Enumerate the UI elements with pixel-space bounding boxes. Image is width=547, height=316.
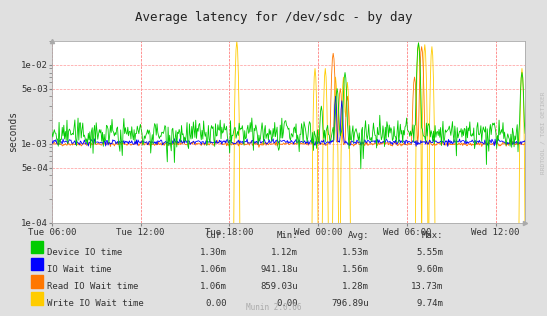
Text: 1.56m: 1.56m bbox=[342, 265, 369, 274]
Text: 1.12m: 1.12m bbox=[271, 248, 298, 257]
Text: 13.73m: 13.73m bbox=[411, 282, 443, 291]
Text: 9.60m: 9.60m bbox=[416, 265, 443, 274]
Text: Write IO Wait time: Write IO Wait time bbox=[47, 299, 144, 308]
Text: 796.89u: 796.89u bbox=[331, 299, 369, 308]
Text: 9.74m: 9.74m bbox=[416, 299, 443, 308]
Text: Average latency for /dev/sdc - by day: Average latency for /dev/sdc - by day bbox=[135, 11, 412, 24]
Text: Read IO Wait time: Read IO Wait time bbox=[47, 282, 138, 291]
Text: Device IO time: Device IO time bbox=[47, 248, 123, 257]
Text: 859.03u: 859.03u bbox=[260, 282, 298, 291]
Text: 1.06m: 1.06m bbox=[200, 282, 227, 291]
Text: Max:: Max: bbox=[422, 231, 443, 240]
Text: RRDTOOL / TOBI OETIKER: RRDTOOL / TOBI OETIKER bbox=[541, 91, 546, 174]
Text: 1.53m: 1.53m bbox=[342, 248, 369, 257]
Text: Munin 2.0.66: Munin 2.0.66 bbox=[246, 303, 301, 312]
Text: Avg:: Avg: bbox=[348, 231, 369, 240]
Text: Cur:: Cur: bbox=[206, 231, 227, 240]
Text: 0.00: 0.00 bbox=[277, 299, 298, 308]
Text: IO Wait time: IO Wait time bbox=[47, 265, 112, 274]
Text: Min:: Min: bbox=[277, 231, 298, 240]
Text: 1.28m: 1.28m bbox=[342, 282, 369, 291]
Text: 5.55m: 5.55m bbox=[416, 248, 443, 257]
Text: 0.00: 0.00 bbox=[206, 299, 227, 308]
Text: 1.30m: 1.30m bbox=[200, 248, 227, 257]
Text: 941.18u: 941.18u bbox=[260, 265, 298, 274]
Y-axis label: seconds: seconds bbox=[8, 111, 18, 153]
Text: 1.06m: 1.06m bbox=[200, 265, 227, 274]
